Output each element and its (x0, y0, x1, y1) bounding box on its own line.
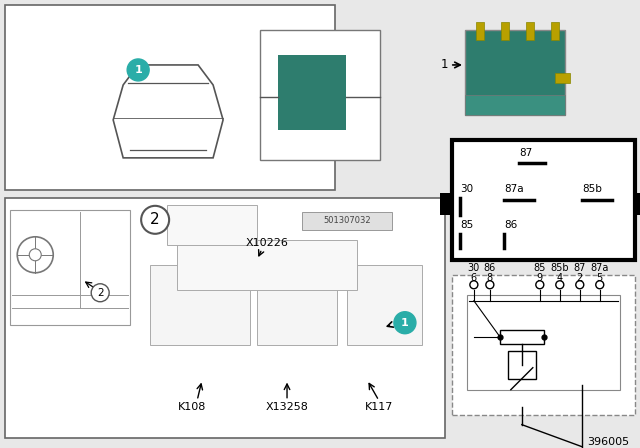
Circle shape (141, 206, 169, 234)
Text: 30: 30 (468, 263, 480, 273)
Bar (100, 85, 112, 93)
Text: 87a: 87a (591, 263, 609, 273)
Bar (440, 193, 452, 215)
Bar (551, 22, 559, 40)
Bar (465, 30, 564, 115)
Bar (347, 265, 422, 345)
Bar (10, 210, 130, 325)
Circle shape (576, 281, 584, 289)
Bar (302, 212, 392, 230)
Text: 396005: 396005 (588, 437, 630, 447)
Text: 87a: 87a (504, 184, 524, 194)
Text: 85: 85 (460, 220, 473, 230)
Bar (526, 22, 534, 40)
Bar (260, 30, 380, 160)
Text: 2: 2 (577, 273, 583, 283)
Text: 1: 1 (134, 65, 142, 75)
Bar (167, 205, 257, 245)
Text: X13258: X13258 (266, 402, 308, 412)
Text: K117: K117 (365, 402, 393, 412)
Bar (500, 330, 544, 344)
Bar (635, 193, 640, 215)
Text: 85b: 85b (550, 263, 569, 273)
Text: 2: 2 (97, 288, 104, 298)
Text: 87: 87 (519, 148, 532, 158)
Text: 6: 6 (471, 273, 477, 283)
Text: 501307032: 501307032 (323, 216, 371, 225)
Text: 85b: 85b (582, 184, 602, 194)
Bar (177, 240, 357, 290)
Circle shape (394, 312, 416, 334)
Bar (5, 198, 445, 438)
Bar (501, 22, 509, 40)
Bar (452, 140, 635, 260)
Bar (508, 351, 536, 379)
Text: 8: 8 (487, 273, 493, 283)
Circle shape (91, 284, 109, 302)
Text: 5: 5 (596, 273, 603, 283)
Text: K108: K108 (178, 402, 206, 412)
Text: X10226: X10226 (246, 238, 289, 248)
Circle shape (127, 59, 149, 81)
Circle shape (596, 281, 604, 289)
Text: 30: 30 (460, 184, 473, 194)
Circle shape (17, 237, 53, 273)
Text: 85: 85 (534, 263, 546, 273)
Circle shape (556, 281, 564, 289)
Bar (467, 295, 620, 390)
Bar (555, 73, 570, 83)
Text: 9: 9 (537, 273, 543, 283)
Text: 1: 1 (440, 58, 448, 71)
Circle shape (470, 281, 478, 289)
Bar (224, 85, 236, 93)
Circle shape (486, 281, 494, 289)
Bar (452, 275, 635, 415)
Bar (476, 22, 484, 40)
Circle shape (29, 249, 41, 261)
Bar (5, 5, 335, 190)
Bar (278, 55, 346, 130)
Text: 1: 1 (401, 318, 409, 328)
Bar (150, 265, 250, 345)
Circle shape (536, 281, 544, 289)
Text: 86: 86 (504, 220, 517, 230)
Text: 2: 2 (150, 212, 160, 227)
Text: 4: 4 (557, 273, 563, 283)
Bar (257, 265, 337, 345)
Bar (465, 95, 564, 115)
Polygon shape (113, 65, 223, 158)
Text: 86: 86 (484, 263, 496, 273)
Text: 87: 87 (573, 263, 586, 273)
